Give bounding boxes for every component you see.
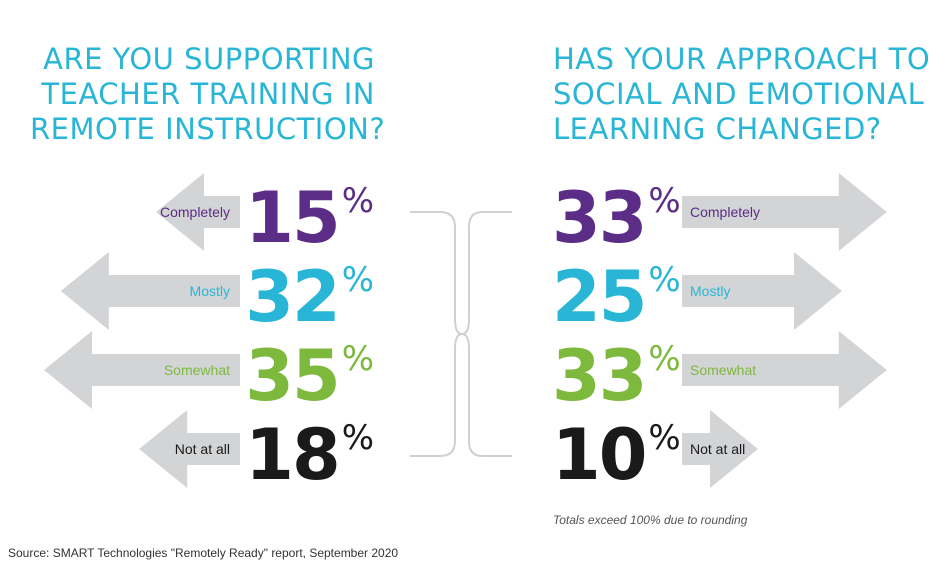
percent-sign: %: [342, 339, 373, 379]
right-title-line: LEARNING CHANGED?: [553, 112, 882, 146]
left-title-line: REMOTE INSTRUCTION?: [30, 112, 386, 146]
left-brace: [410, 211, 463, 457]
right-brace: [461, 211, 512, 457]
left-title-line: TEACHER TRAINING IN: [41, 77, 375, 111]
left-category-label: Somewhat: [164, 362, 230, 378]
right-arrow-bar: [682, 410, 758, 488]
percent-value: 15%: [245, 177, 372, 259]
source-credit: Source: SMART Technologies "Remotely Rea…: [8, 546, 399, 560]
percent-sign: %: [342, 418, 373, 458]
left-category-label: Mostly: [190, 283, 230, 299]
right-arrow-bar: [682, 331, 887, 409]
left-arrow-bar: [156, 173, 240, 251]
percent-sign: %: [648, 339, 679, 379]
right-category-label: Somewhat: [690, 362, 756, 378]
right-panel-title: HAS YOUR APPROACH TO SOCIAL AND EMOTIONA…: [553, 42, 933, 147]
left-category-label: Not at all: [175, 441, 230, 457]
percent-value: 25%: [552, 256, 679, 338]
percent-value: 33%: [552, 335, 679, 417]
percent-sign: %: [648, 260, 679, 300]
percent-number: 32: [245, 256, 338, 338]
right-arrow-bar: [682, 252, 842, 330]
left-arrow-bar: [60, 252, 240, 330]
percent-value: 35%: [245, 335, 372, 417]
right-category-label: Mostly: [690, 283, 730, 299]
right-category-label: Not at all: [690, 441, 745, 457]
percent-value: 32%: [245, 256, 372, 338]
percent-number: 10: [552, 414, 645, 496]
percent-number: 33: [552, 177, 645, 259]
left-panel-title: ARE YOU SUPPORTING TEACHER TRAINING IN R…: [30, 42, 386, 147]
percent-number: 15: [245, 177, 338, 259]
percent-value: 33%: [552, 177, 679, 259]
percent-number: 33: [552, 335, 645, 417]
left-arrow-bar: [44, 331, 240, 409]
percent-sign: %: [342, 260, 373, 300]
percent-value: 18%: [245, 414, 372, 496]
right-title-line: HAS YOUR APPROACH TO: [553, 42, 931, 76]
left-category-label: Completely: [160, 204, 230, 220]
right-title-line: SOCIAL AND EMOTIONAL: [553, 77, 925, 111]
percent-sign: %: [342, 181, 373, 221]
percent-number: 25: [552, 256, 645, 338]
left-arrow-bar: [139, 410, 240, 488]
percent-number: 18: [245, 414, 338, 496]
percent-value: 10%: [552, 414, 679, 496]
percent-sign: %: [648, 418, 679, 458]
left-title-line: ARE YOU SUPPORTING: [43, 42, 375, 76]
right-category-label: Completely: [690, 204, 760, 220]
right-arrow-bar: [682, 173, 887, 251]
rounding-note: Totals exceed 100% due to rounding: [553, 513, 748, 527]
percent-sign: %: [648, 181, 679, 221]
percent-number: 35: [245, 335, 338, 417]
